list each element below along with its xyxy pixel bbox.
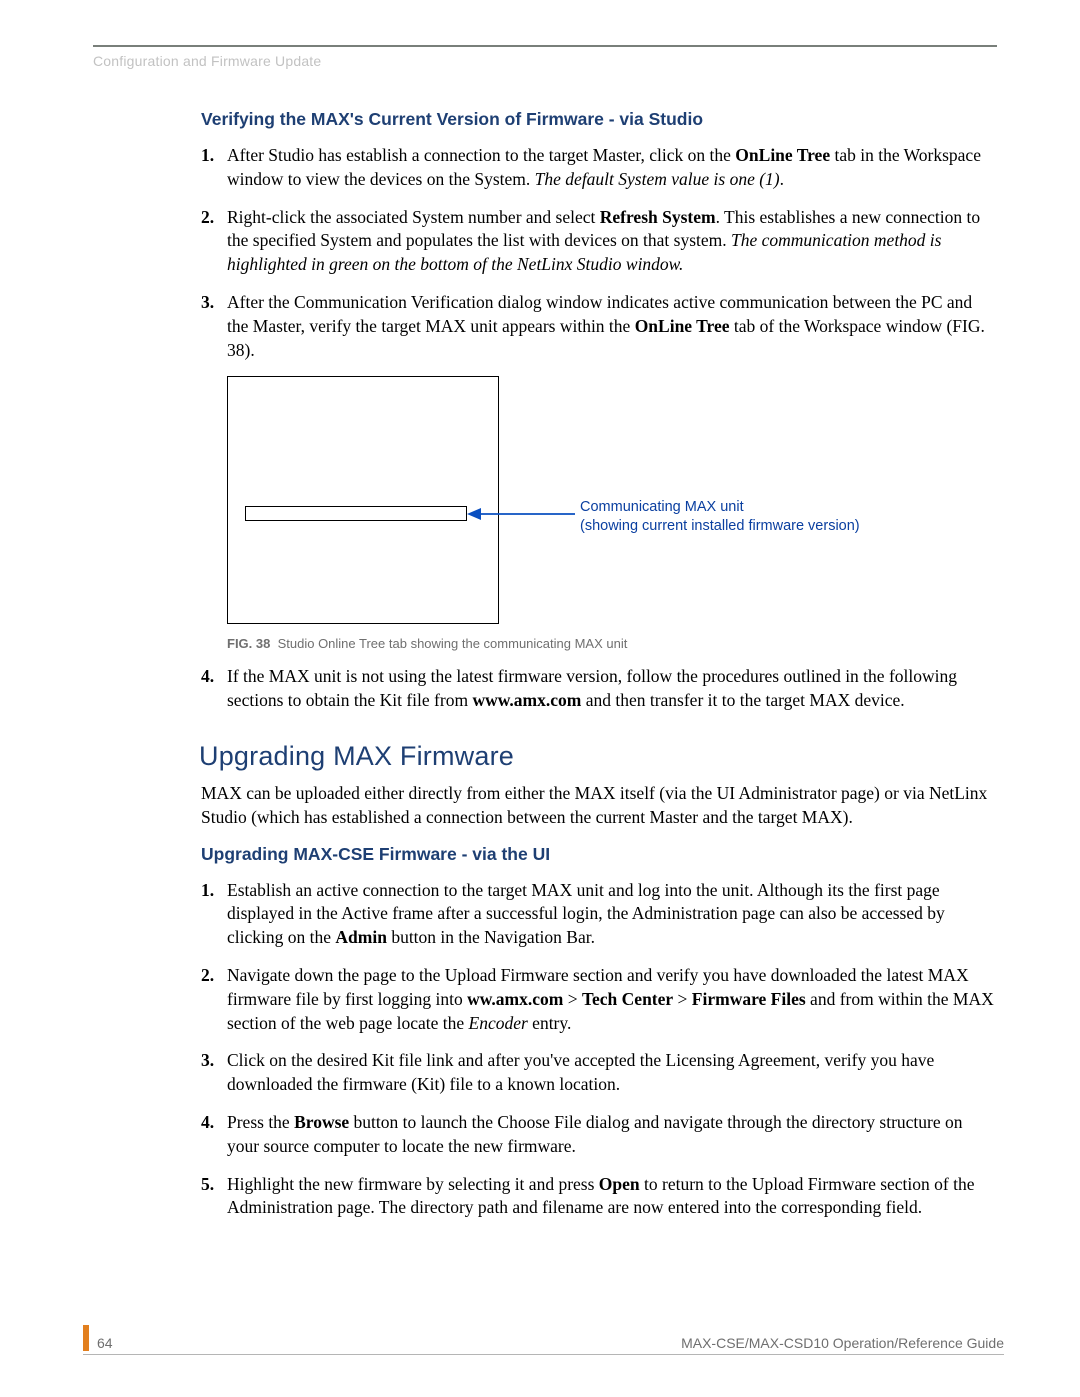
figure-inner-rect <box>245 506 467 521</box>
step-text: Establish an active connection to the ta… <box>227 879 997 950</box>
step-number: 3. <box>201 1049 227 1097</box>
section2-heading: Upgrading MAX Firmware <box>199 741 997 772</box>
callout-line1: Communicating MAX unit <box>580 499 744 515</box>
arrow-icon <box>467 504 575 524</box>
list-item: 4. Press the Browse button to launch the… <box>201 1111 997 1159</box>
section1-heading: Verifying the MAX's Current Version of F… <box>201 109 997 130</box>
footer-rule <box>83 1354 1004 1355</box>
step-text: After the Communication Verification dia… <box>227 291 997 362</box>
list-item: 1. After Studio has establish a connecti… <box>201 144 997 192</box>
step-text: If the MAX unit is not using the latest … <box>227 665 997 713</box>
step-text: Highlight the new firmware by selecting … <box>227 1173 997 1221</box>
list-item: 2. Right-click the associated System num… <box>201 206 997 277</box>
list-item: 2. Navigate down the page to the Upload … <box>201 964 997 1035</box>
step-text: Right-click the associated System number… <box>227 206 997 277</box>
footer-doc-title: MAX-CSE/MAX-CSD10 Operation/Reference Gu… <box>681 1335 1004 1351</box>
page: Configuration and Firmware Update Verify… <box>0 0 1080 1397</box>
figure-box: Communicating MAX unit (showing current … <box>227 376 917 628</box>
figure-label: FIG. 38 <box>227 636 270 651</box>
footer-row: 64 MAX-CSE/MAX-CSD10 Operation/Reference… <box>83 1325 1004 1354</box>
section1-steps: 1. After Studio has establish a connecti… <box>201 144 997 362</box>
list-item: 3. After the Communication Verification … <box>201 291 997 362</box>
top-rule <box>93 45 997 47</box>
running-head: Configuration and Firmware Update <box>93 53 997 69</box>
step-number: 2. <box>201 206 227 277</box>
step-text: Navigate down the page to the Upload Fir… <box>227 964 997 1035</box>
list-item: 5. Highlight the new firmware by selecti… <box>201 1173 997 1221</box>
callout-line2: (showing current installed firmware vers… <box>580 518 860 534</box>
step-number: 3. <box>201 291 227 362</box>
footer: 64 MAX-CSE/MAX-CSD10 Operation/Reference… <box>83 1325 1004 1355</box>
step-number: 5. <box>201 1173 227 1221</box>
step-text: Click on the desired Kit file link and a… <box>227 1049 997 1097</box>
step-number: 2. <box>201 964 227 1035</box>
section2-steps: 1. Establish an active connection to the… <box>201 879 997 1221</box>
step-text: Press the Browse button to launch the Ch… <box>227 1111 997 1159</box>
content-area: Verifying the MAX's Current Version of F… <box>93 109 997 1220</box>
figure-38: Communicating MAX unit (showing current … <box>227 376 917 651</box>
footer-orange-bar <box>83 1325 89 1351</box>
step-number: 1. <box>201 879 227 950</box>
figure-outer-rect <box>227 376 499 624</box>
list-item: 1. Establish an active connection to the… <box>201 879 997 950</box>
footer-page-group: 64 <box>83 1325 113 1351</box>
page-number: 64 <box>97 1335 113 1351</box>
step-number: 1. <box>201 144 227 192</box>
section2-subheading: Upgrading MAX-CSE Firmware - via the UI <box>201 844 997 865</box>
figure-caption: FIG. 38 Studio Online Tree tab showing t… <box>227 636 917 651</box>
section2-intro: MAX can be uploaded either directly from… <box>201 782 997 830</box>
list-item: 4. If the MAX unit is not using the late… <box>201 665 997 713</box>
step-number: 4. <box>201 665 227 713</box>
figure-callout: Communicating MAX unit (showing current … <box>580 498 860 534</box>
step-number: 4. <box>201 1111 227 1159</box>
list-item: 3. Click on the desired Kit file link an… <box>201 1049 997 1097</box>
section1-steps-after-fig: 4. If the MAX unit is not using the late… <box>201 665 997 713</box>
figure-caption-text: Studio Online Tree tab showing the commu… <box>278 636 628 651</box>
step-text: After Studio has establish a connection … <box>227 144 997 192</box>
